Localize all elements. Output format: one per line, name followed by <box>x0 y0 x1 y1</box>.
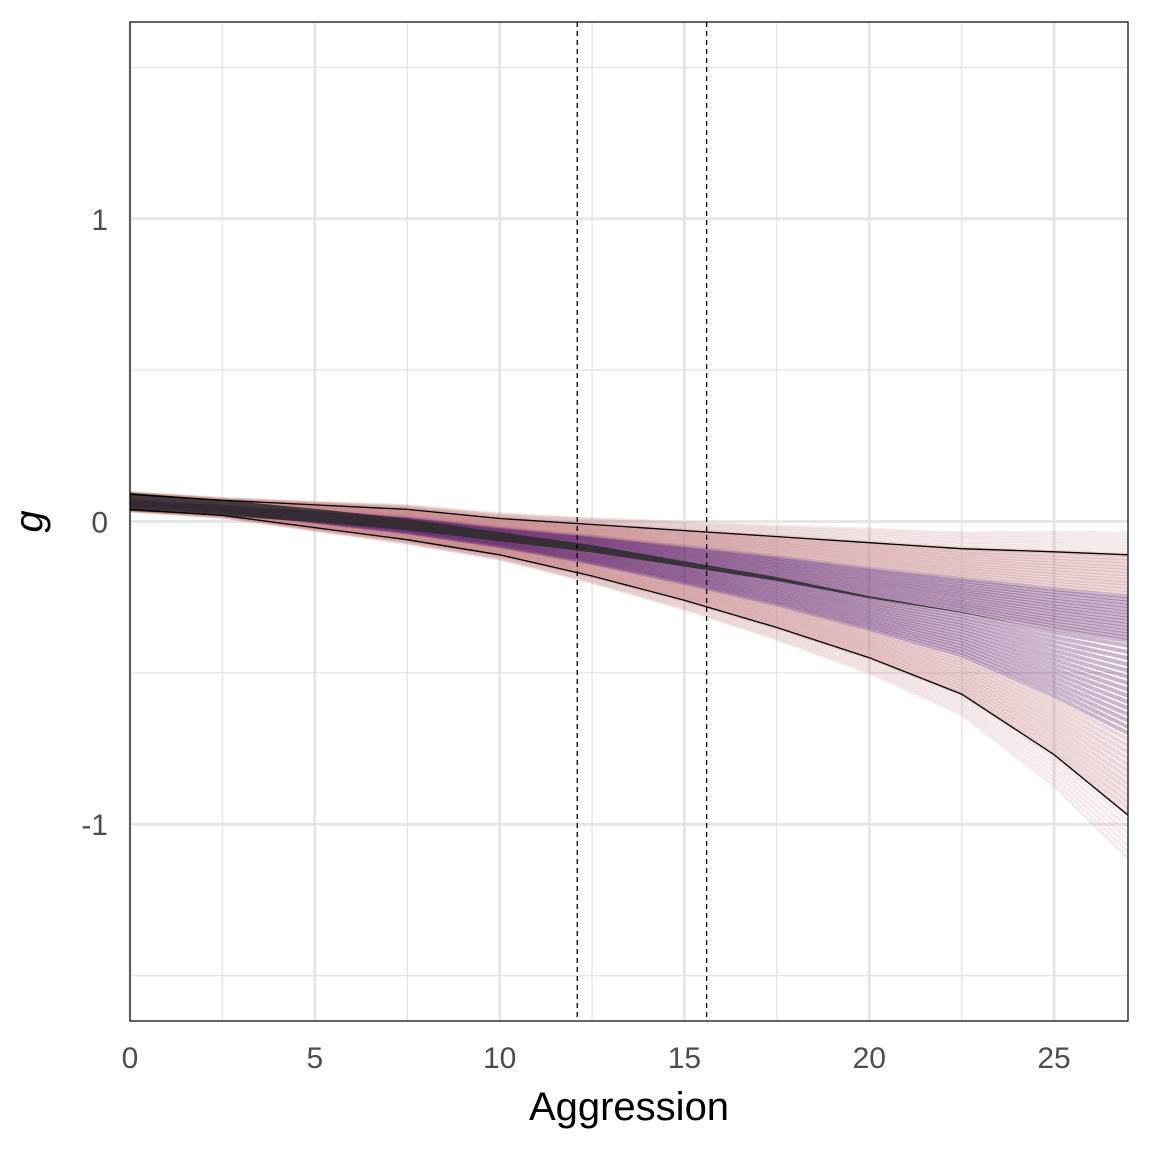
draw-line <box>129 505 1130 773</box>
draw-line <box>129 504 1130 754</box>
draw-line <box>129 506 1130 792</box>
bound-lines <box>129 493 1129 816</box>
draw-line <box>129 509 1130 860</box>
draw-line <box>129 492 1129 564</box>
x-tick-label: 15 <box>668 1042 701 1075</box>
y-tick-label: 1 <box>91 204 108 237</box>
reference-lines <box>576 22 708 1021</box>
draw-line <box>129 508 1129 829</box>
x-tick-label: 20 <box>853 1042 886 1075</box>
draw-line <box>129 505 1130 767</box>
draw-line <box>129 493 1129 577</box>
x-tick-labels: 0 5 10 15 20 25 <box>122 1042 1071 1075</box>
y-tick-label: 0 <box>91 507 108 540</box>
draw-line <box>129 493 1129 567</box>
draw-line <box>129 490 1129 535</box>
x-tick-label: 10 <box>483 1042 516 1075</box>
y-tick-label: -1 <box>81 809 108 842</box>
draw-line <box>129 491 1129 538</box>
draw-line <box>129 509 1130 841</box>
draw-line <box>129 504 1130 761</box>
draw-line <box>129 491 1129 541</box>
draw-line <box>129 505 1130 779</box>
draw-line <box>129 492 1129 548</box>
upper-bound-line <box>129 493 1129 556</box>
panel-border <box>129 21 1129 1022</box>
draw-line <box>129 509 1130 854</box>
x-tick-label: 0 <box>122 1042 139 1075</box>
draw-line <box>129 492 1129 551</box>
posterior-draws <box>129 490 1130 860</box>
draw-line <box>129 509 1130 847</box>
grid-layer <box>128 22 1128 1021</box>
x-axis-title: Aggression <box>529 1085 729 1129</box>
draw-line <box>129 494 1129 583</box>
draw-line <box>129 506 1130 804</box>
x-tick-label: 25 <box>1037 1042 1070 1075</box>
draw-line <box>129 493 1129 573</box>
draw-line <box>129 491 1129 544</box>
y-axis-title: g <box>7 510 51 532</box>
lower-bound-line <box>129 508 1129 816</box>
y-tick-labels: -1 0 1 <box>81 204 108 842</box>
draw-line <box>129 508 1129 835</box>
draw-line <box>129 493 1129 570</box>
x-tick-label: 5 <box>306 1042 323 1075</box>
core-band <box>130 492 1128 643</box>
draw-line <box>129 506 1130 785</box>
draw-line <box>129 506 1130 798</box>
draw-line <box>129 494 1129 580</box>
